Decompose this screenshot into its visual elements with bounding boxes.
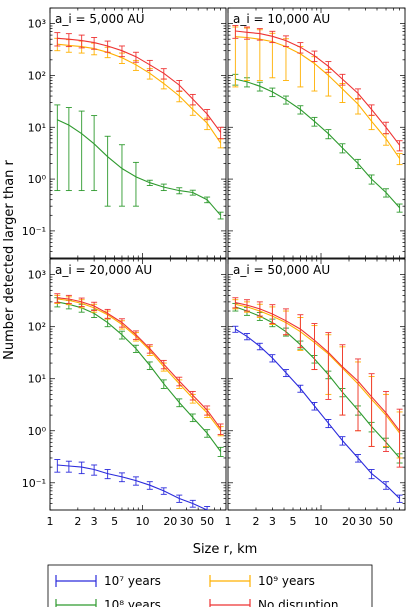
plot-frame bbox=[227, 7, 406, 259]
x-tick-label: 50 bbox=[379, 515, 393, 528]
x-tick-label: 2 bbox=[252, 515, 259, 528]
series-line bbox=[235, 303, 401, 434]
y-tick-label: 10⁰ bbox=[28, 425, 47, 438]
panel-title: a_i = 5,000 AU bbox=[55, 12, 145, 26]
x-tick-label: 20 bbox=[163, 515, 177, 528]
y-tick-label: 10⁻¹ bbox=[22, 225, 46, 238]
legend-label: 10⁹ years bbox=[258, 574, 315, 588]
y-tick-label: 10⁻¹ bbox=[22, 477, 46, 490]
x-tick-label: 2 bbox=[74, 515, 81, 528]
plot-frame bbox=[49, 7, 227, 259]
legend-entry: 10⁸ years bbox=[55, 598, 161, 607]
x-tick-label: 5 bbox=[290, 515, 297, 528]
x-tick-label: 20 bbox=[342, 515, 356, 528]
legend-entry: 10⁹ years bbox=[209, 574, 315, 588]
x-tick-label: 30 bbox=[180, 515, 194, 528]
x-tick-label: 50 bbox=[200, 515, 214, 528]
legend-entry: 10⁷ years bbox=[55, 574, 161, 588]
chart-panel-1: 10⁻¹ 10⁰ 10¹ 10² 10³ a_i = 5,000 AU bbox=[22, 7, 227, 259]
legend-label: 10⁷ years bbox=[104, 574, 161, 588]
series-line bbox=[57, 298, 222, 432]
y-tick-label: 10² bbox=[28, 69, 46, 82]
y-axis-label: Number detected larger than r bbox=[2, 159, 17, 359]
panel-title: a_i = 10,000 AU bbox=[233, 12, 330, 26]
series-line bbox=[235, 306, 401, 459]
x-tick-label: 5 bbox=[111, 515, 118, 528]
chart-panel-2: a_i = 10,000 AU bbox=[227, 7, 406, 259]
plot-frame bbox=[49, 258, 227, 511]
series-line bbox=[235, 78, 401, 209]
panel-title: a_i = 20,000 AU bbox=[55, 263, 152, 277]
legend: 10⁷ years 10⁹ years 10⁸ years No disruption bbox=[47, 564, 373, 607]
series-line bbox=[57, 297, 222, 429]
x-tick-label: 10 bbox=[135, 515, 149, 528]
x-tick-label: 3 bbox=[91, 515, 98, 528]
series-line bbox=[235, 328, 400, 499]
x-tick-label: 1 bbox=[225, 515, 232, 528]
x-tick-label: 10 bbox=[314, 515, 328, 528]
x-tick-label: 3 bbox=[269, 515, 276, 528]
y-tick-label: 10¹ bbox=[28, 121, 46, 134]
series-line bbox=[235, 302, 401, 432]
y-tick-label: 10¹ bbox=[28, 373, 46, 386]
x-axis-label: Size r, km bbox=[193, 542, 258, 557]
y-tick-label: 10⁰ bbox=[28, 173, 47, 186]
x-tick-label: 1 bbox=[47, 515, 54, 528]
y-tick-label: 10³ bbox=[28, 18, 46, 31]
y-tick-label: 10³ bbox=[28, 269, 46, 282]
panel-title: a_i = 50,000 AU bbox=[233, 263, 330, 277]
legend-label: No disruption bbox=[258, 598, 338, 607]
series-line bbox=[57, 301, 222, 452]
chart-panel-4: 1 2 3 5 10 20 30 50 a_i = 50,000 AU bbox=[225, 258, 406, 528]
x-tick-label: 30 bbox=[358, 515, 372, 528]
legend-label: 10⁸ years bbox=[104, 598, 161, 607]
plot-frame bbox=[227, 258, 406, 511]
y-tick-label: 10² bbox=[28, 321, 46, 334]
chart-panel-3: 10⁻¹ 10⁰ 10¹ 10² 10³ 1 2 3 5 10 20 30 50 a_i = 20,000… bbox=[22, 258, 227, 528]
legend-entry: No disruption bbox=[209, 598, 338, 607]
